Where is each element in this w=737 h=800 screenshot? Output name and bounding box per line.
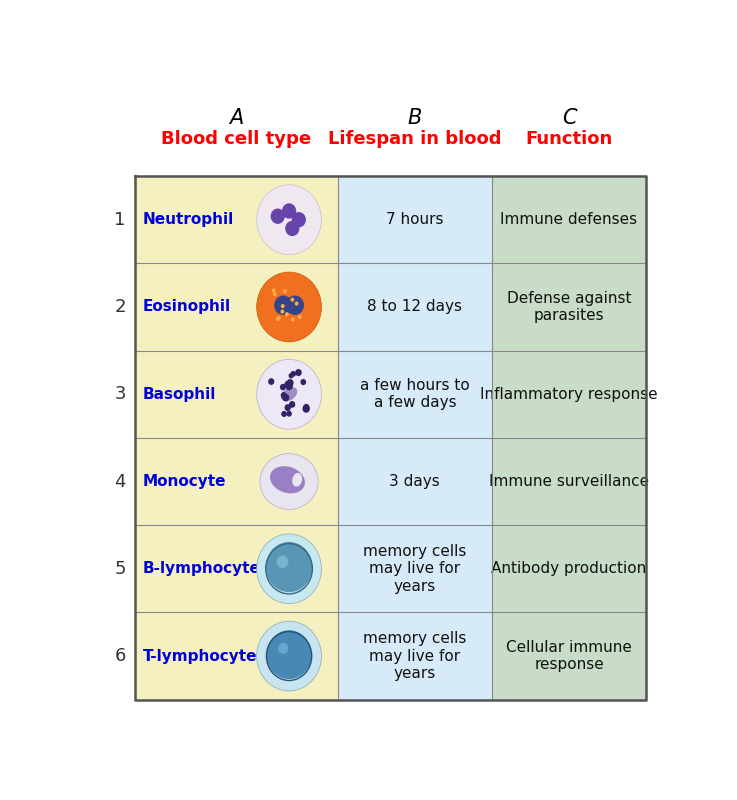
Circle shape	[284, 381, 290, 388]
Text: Antibody production: Antibody production	[492, 562, 646, 576]
Circle shape	[287, 410, 292, 417]
Circle shape	[270, 209, 285, 224]
Text: A: A	[229, 107, 243, 127]
Circle shape	[283, 289, 287, 294]
Text: Neutrophil: Neutrophil	[142, 212, 234, 227]
Text: Function: Function	[525, 130, 612, 148]
Text: memory cells
may live for
years: memory cells may live for years	[363, 631, 467, 681]
Circle shape	[282, 394, 290, 402]
Ellipse shape	[281, 387, 297, 402]
Circle shape	[277, 555, 288, 568]
Text: Lifespan in blood: Lifespan in blood	[328, 130, 502, 148]
Text: B: B	[408, 107, 422, 127]
Circle shape	[302, 405, 310, 413]
Text: 3: 3	[114, 386, 126, 403]
Circle shape	[290, 298, 294, 302]
Text: memory cells
may live for
years: memory cells may live for years	[363, 544, 467, 594]
Circle shape	[282, 203, 296, 218]
Circle shape	[285, 382, 293, 390]
Circle shape	[303, 404, 310, 410]
Text: 4: 4	[114, 473, 126, 490]
Text: Eosinophil: Eosinophil	[142, 299, 231, 314]
Circle shape	[286, 295, 304, 315]
Text: Defense against
parasites: Defense against parasites	[507, 290, 632, 323]
Circle shape	[292, 212, 306, 227]
Circle shape	[295, 369, 301, 376]
Text: B-lymphocyte: B-lymphocyte	[142, 562, 260, 576]
Circle shape	[289, 373, 293, 378]
Circle shape	[273, 292, 276, 296]
Ellipse shape	[292, 473, 302, 486]
Circle shape	[280, 384, 286, 390]
FancyBboxPatch shape	[338, 176, 492, 263]
Text: 1: 1	[114, 210, 126, 229]
FancyBboxPatch shape	[135, 176, 338, 263]
Text: Basophil: Basophil	[142, 386, 216, 402]
Circle shape	[287, 379, 293, 386]
FancyBboxPatch shape	[492, 525, 646, 613]
Circle shape	[278, 642, 288, 654]
FancyBboxPatch shape	[338, 438, 492, 525]
Text: C: C	[562, 107, 576, 127]
Text: a few hours to
a few days: a few hours to a few days	[360, 378, 469, 410]
Circle shape	[256, 534, 321, 604]
Text: 6: 6	[114, 647, 126, 665]
Circle shape	[301, 379, 306, 385]
FancyBboxPatch shape	[338, 263, 492, 350]
Circle shape	[298, 315, 301, 319]
Text: 8 to 12 days: 8 to 12 days	[367, 299, 462, 314]
FancyBboxPatch shape	[338, 525, 492, 613]
Text: 2: 2	[114, 298, 126, 316]
FancyBboxPatch shape	[135, 613, 338, 700]
FancyBboxPatch shape	[492, 438, 646, 525]
FancyBboxPatch shape	[135, 525, 338, 613]
Circle shape	[277, 316, 281, 320]
Text: T-lymphocyte: T-lymphocyte	[142, 649, 257, 663]
Circle shape	[272, 289, 276, 293]
Text: 5: 5	[114, 560, 126, 578]
FancyBboxPatch shape	[135, 438, 338, 525]
FancyBboxPatch shape	[135, 263, 338, 350]
Circle shape	[282, 411, 287, 417]
FancyBboxPatch shape	[492, 176, 646, 263]
FancyBboxPatch shape	[492, 350, 646, 438]
Ellipse shape	[260, 454, 318, 510]
Circle shape	[290, 371, 296, 377]
Circle shape	[256, 359, 321, 429]
Ellipse shape	[270, 466, 305, 494]
Text: Cellular immune
response: Cellular immune response	[506, 640, 632, 672]
Text: Immune surveillance: Immune surveillance	[489, 474, 649, 489]
Circle shape	[256, 272, 321, 342]
Circle shape	[266, 542, 312, 592]
Circle shape	[274, 295, 293, 315]
Circle shape	[280, 310, 284, 314]
Text: Immune defenses: Immune defenses	[500, 212, 638, 227]
Circle shape	[266, 630, 312, 679]
Circle shape	[285, 221, 299, 236]
FancyBboxPatch shape	[492, 613, 646, 700]
FancyBboxPatch shape	[135, 350, 338, 438]
Text: 7 hours: 7 hours	[386, 212, 444, 227]
FancyBboxPatch shape	[338, 350, 492, 438]
Circle shape	[284, 404, 291, 411]
FancyBboxPatch shape	[338, 613, 492, 700]
Circle shape	[256, 185, 321, 254]
Circle shape	[256, 621, 321, 691]
Circle shape	[276, 317, 280, 321]
Text: 3 days: 3 days	[389, 474, 440, 489]
Circle shape	[281, 392, 287, 398]
Circle shape	[268, 378, 274, 385]
Circle shape	[285, 312, 289, 316]
Text: Blood cell type: Blood cell type	[161, 130, 312, 148]
Text: Monocyte: Monocyte	[142, 474, 226, 489]
Circle shape	[290, 318, 295, 322]
Circle shape	[281, 304, 284, 308]
Circle shape	[289, 401, 296, 408]
FancyBboxPatch shape	[492, 263, 646, 350]
Text: Inflammatory response: Inflammatory response	[481, 386, 658, 402]
Circle shape	[295, 302, 298, 306]
